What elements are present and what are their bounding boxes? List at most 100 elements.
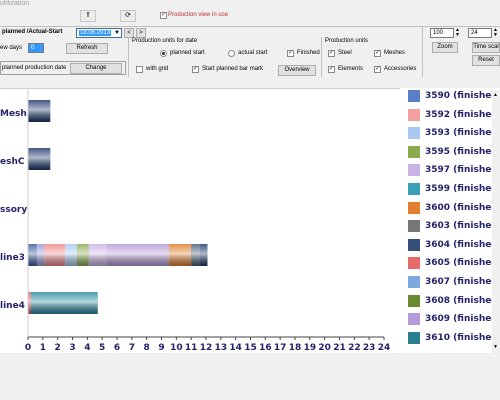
x-tick-label: 13	[215, 343, 228, 353]
window-title: utilization	[0, 0, 30, 7]
bar-shine	[168, 244, 192, 266]
legend-swatch	[408, 220, 420, 233]
legend-swatch	[408, 145, 420, 158]
x-tick-label: 8	[144, 343, 150, 353]
x-tick-label: 1	[40, 343, 46, 353]
reset-button[interactable]: Reset	[472, 55, 500, 66]
legend-swatch	[408, 313, 420, 326]
bar-shine	[28, 244, 37, 266]
production-view-label: Production view in use	[168, 12, 229, 18]
legend-label: 3610 (finished)	[425, 332, 500, 343]
production-view-checkbox[interactable]: ✓	[160, 12, 167, 19]
x-tick-label: 21	[333, 343, 346, 353]
elements-checkbox[interactable]: ✓	[328, 66, 335, 73]
bar-shine	[28, 100, 51, 122]
meshes-checkbox[interactable]: ✓	[374, 50, 381, 57]
with-grid-checkbox[interactable]	[136, 66, 143, 73]
meshes-label: Meshes	[384, 50, 406, 56]
date-picker[interactable]: 18.06.2013 ▼	[76, 28, 122, 38]
actual-start-radio[interactable]	[228, 50, 235, 57]
with-grid-label: with grid	[146, 66, 169, 72]
x-tick-label: 9	[158, 343, 164, 353]
x-tick-label: 20	[318, 343, 331, 353]
timescale-spinner[interactable]: ▲ ▼	[493, 27, 498, 38]
accessories-checkbox[interactable]: ✓	[374, 66, 381, 73]
legend-label: 3595 (finished)	[425, 146, 500, 157]
x-tick-label: 11	[185, 343, 198, 353]
bar-shine	[200, 244, 208, 266]
chart-plot: 0 1 2 3 4 5 6 7 8 9 10 11 12 13 14 15 16 17 18 19 20 21 22 23 24	[25, 89, 391, 353]
production-units-label: Production units	[325, 38, 369, 44]
planned-start-label: planned start	[170, 50, 205, 56]
mode-label: planned /Actual-Start	[2, 29, 63, 35]
category-label: ssory	[0, 205, 28, 215]
x-tick-label: 7	[129, 343, 135, 353]
scroll-down-icon[interactable]: ▼	[493, 344, 498, 350]
refresh-button[interactable]: Refresh	[66, 43, 108, 54]
legend-swatch	[408, 238, 420, 251]
x-tick-label: 16	[259, 343, 272, 353]
change-button[interactable]: Change	[70, 63, 122, 74]
legend-swatch	[408, 257, 420, 270]
legend-label: 3592 (finished)	[425, 109, 500, 120]
x-tick-label: 2	[55, 343, 61, 353]
legend-swatch	[408, 276, 420, 288]
utilization-chart: Mesh eshC ssory line3 line4 0 1 2 3 4 5 6 7 8 9 10…	[0, 88, 400, 354]
finished-label: Finished	[297, 50, 320, 56]
x-tick-label: 10	[170, 343, 183, 353]
prev-date-button[interactable]: <	[124, 28, 134, 38]
timescale-button[interactable]: Time scal	[472, 42, 500, 53]
legend-label: 3603 (finished)	[425, 221, 500, 232]
separator	[321, 37, 322, 77]
scroll-up-icon[interactable]: ▲	[493, 92, 498, 98]
x-tick-label: 19	[304, 343, 317, 353]
date-value: 18.06.2013	[79, 30, 112, 36]
legend-swatch	[408, 294, 420, 307]
legend-swatch	[408, 183, 420, 195]
start-bar-mark-checkbox[interactable]: ✓	[192, 66, 199, 73]
category-label: line4	[0, 301, 25, 311]
next-date-button[interactable]: >	[136, 28, 146, 38]
vertical-scrollbar[interactable]: ▲ ▼	[492, 90, 500, 353]
separator	[422, 27, 423, 77]
x-tick-label: 18	[289, 343, 302, 353]
x-tick-label: 15	[244, 343, 257, 353]
steel-checkbox[interactable]: ✓	[328, 50, 335, 57]
bar-shine	[28, 292, 31, 314]
zoom-spinner[interactable]: ▲ ▼	[455, 27, 460, 38]
actual-start-label: actual start	[238, 50, 268, 56]
legend-label: 3607 (finished)	[425, 277, 500, 287]
x-tick-label: 22	[348, 343, 361, 353]
bar-shine	[28, 148, 51, 170]
x-tick-label: 14	[229, 343, 242, 353]
refresh-icon[interactable]: ⟳	[120, 10, 136, 22]
zoom-input[interactable]: 100	[430, 28, 454, 38]
x-tick-label: 4	[84, 343, 90, 353]
x-tick-label: 12	[200, 343, 213, 353]
x-tick-label: 6	[114, 343, 120, 353]
x-tick-label: 3	[69, 343, 75, 353]
x-tick-label: 17	[274, 343, 287, 353]
legend-swatch	[408, 108, 420, 121]
finished-checkbox[interactable]: ✓	[287, 50, 294, 57]
timescale-input[interactable]: 24	[468, 28, 492, 38]
status-area	[0, 353, 500, 400]
planned-start-radio[interactable]	[160, 50, 167, 57]
zoom-button[interactable]: Zoom	[432, 42, 458, 53]
accessories-label: Accessories	[384, 66, 417, 72]
bar-shine	[65, 244, 77, 266]
legend-label: 3605 (finished)	[425, 258, 500, 269]
x-tick-label: 5	[99, 343, 105, 353]
view-days-input[interactable]: 0	[28, 43, 44, 53]
bar-shine	[76, 244, 89, 266]
legend-label: 3608 (finished)	[425, 295, 500, 306]
arrow-icon[interactable]: ⇑	[80, 10, 96, 22]
steel-label: Steel	[338, 50, 352, 56]
planned-date-label: planned production date	[2, 65, 67, 71]
start-bar-mark-label: Start planned bar mark	[202, 66, 264, 72]
x-tick-label: 24	[378, 343, 391, 353]
overview-button[interactable]: Overview	[278, 65, 316, 76]
view-days-label: ew days	[0, 45, 23, 51]
x-tick-label: 0	[25, 343, 31, 353]
legend-label: 3593 (finished)	[425, 128, 500, 139]
